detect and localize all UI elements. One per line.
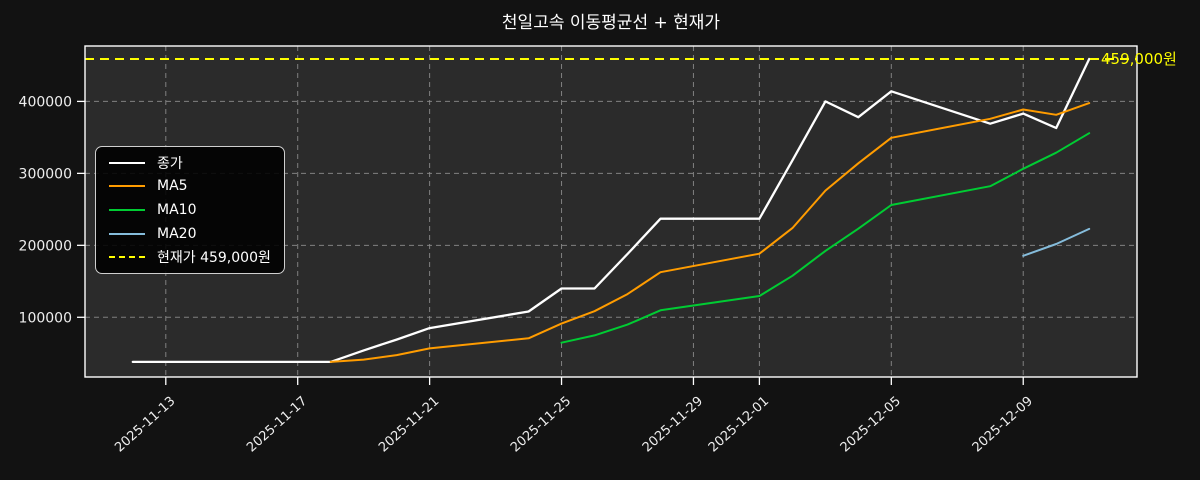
legend-item-label: MA5	[157, 178, 188, 195]
legend: 종가 MA5 MA10 MA20 현재가 459,000원	[95, 146, 285, 274]
x-tick-label: 2025-11-29	[640, 394, 706, 456]
legend-item-current-price: 현재가 459,000원	[96, 246, 284, 268]
legend-item-label: 현재가 459,000원	[157, 250, 271, 267]
legend-item-ma10: MA10	[96, 199, 284, 221]
ma20-line-swatch-icon	[109, 232, 145, 235]
y-tick-label: 400000	[19, 94, 72, 110]
legend-item-label: MA10	[157, 201, 197, 218]
ma10-line	[560, 132, 1091, 344]
y-tick-label: 300000	[19, 166, 72, 182]
x-tick-label: 2025-12-05	[838, 394, 904, 456]
x-tick-label: 2025-11-13	[112, 394, 178, 456]
close-line-swatch-icon	[109, 161, 145, 164]
legend-item-label: MA20	[157, 225, 197, 242]
chart-title: 천일고속 이동평균선 + 현재가	[502, 13, 720, 33]
x-tick-label: 2025-12-01	[706, 394, 772, 456]
current-price-line-swatch-icon	[109, 256, 145, 259]
close-line	[131, 57, 1091, 364]
current-price-label: 459,000원	[1101, 50, 1177, 68]
ma20-line	[1022, 227, 1091, 257]
x-tick-label: 2025-11-21	[376, 394, 442, 456]
y-tick-label: 100000	[19, 310, 72, 326]
legend-item-ma5: MA5	[96, 175, 284, 197]
ma5-line	[329, 102, 1091, 363]
gridlines	[85, 46, 1137, 377]
ma5-line-swatch-icon	[109, 185, 145, 188]
ma10-line-swatch-icon	[109, 208, 145, 211]
legend-item-ma20: MA20	[96, 223, 284, 245]
legend-item-close: 종가	[96, 152, 284, 174]
x-tick-label: 2025-11-25	[508, 394, 574, 456]
y-tick-label: 200000	[19, 238, 72, 254]
x-tick-label: 2025-12-09	[970, 394, 1036, 456]
series-lines	[131, 57, 1091, 364]
x-tick-label: 2025-11-17	[244, 394, 310, 456]
legend-item-label: 종가	[157, 155, 183, 172]
axes-spines	[84, 45, 1138, 378]
